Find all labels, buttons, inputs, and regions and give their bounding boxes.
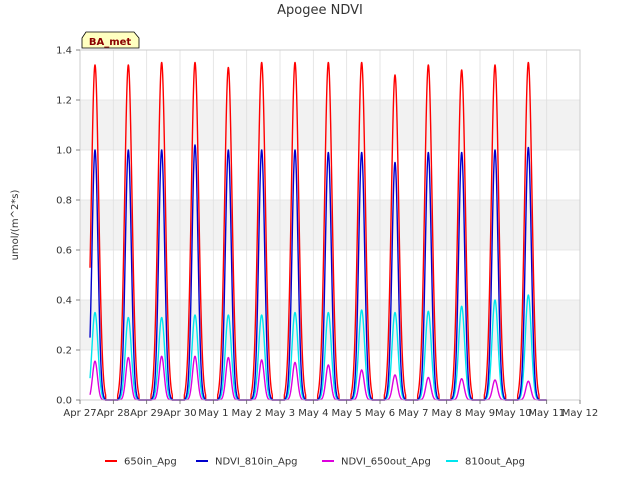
x-tick-label: Apr 30 [163,408,196,419]
x-tick-label: May 10 [495,408,532,419]
x-tick-label: May 12 [562,408,599,419]
y-tick-label: 1.4 [56,46,72,57]
y-tick-label: 0.4 [56,296,72,307]
x-tick-label: May 5 [332,408,362,419]
badge-label: BA_met [89,37,132,48]
legend-label: NDVI_810in_Apg [215,457,298,468]
legend-label: NDVI_650out_Apg [341,457,431,468]
x-tick-label: May 6 [365,408,395,419]
series-line-650in_Apg [89,61,547,401]
y-tick-label: 0.0 [56,396,72,407]
x-tick-label: Apr 27 [63,408,96,419]
y-tick-label: 0.8 [56,196,72,207]
legend: 650in_Apg NDVI_810in_Apg NDVI_650out_Apg 81… [105,457,525,468]
y-tick-label: 1.0 [56,146,72,157]
x-tick-label: May 3 [265,408,295,419]
x-tick-label: May 4 [298,408,328,419]
plot-frame [79,49,581,401]
series-line-NDVI_810in_Apg [89,144,547,401]
y-tick-label: 0.6 [56,246,72,257]
legend-label: 810out_Apg [465,457,525,468]
x-tick-label: May 8 [432,408,462,419]
station-badge: BA_met [81,31,140,49]
x-tick-label: May 1 [198,408,228,419]
x-tick-label: May 2 [232,408,262,419]
y-axis-label: umol/(m^2*s) [10,189,21,260]
x-tick-label: May 9 [465,408,495,419]
y-tick-label: 0.2 [56,346,72,357]
chart-title: Apogee NDVI [277,3,363,18]
legend-label: 650in_Apg [124,457,177,468]
x-tick-label: Apr 28 [97,408,130,419]
x-tick-label: May 7 [398,408,428,419]
y-tick-label: 1.2 [56,96,72,107]
x-tick-label: May 11 [528,408,565,419]
y-axis-ticks: 0.0 0.2 0.4 0.6 0.8 1.0 1.2 1.4 [56,46,80,407]
badge-shape [81,31,140,49]
x-tick-label: Apr 29 [130,408,163,419]
